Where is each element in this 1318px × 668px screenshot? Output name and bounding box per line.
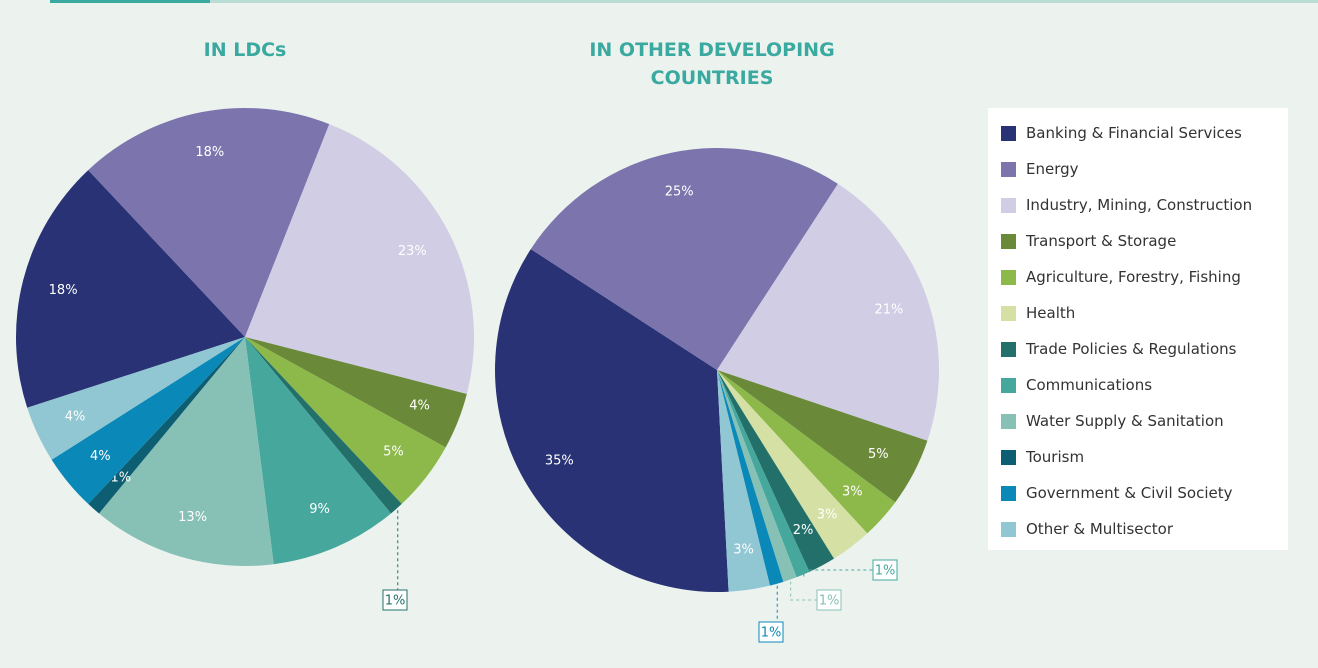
legend-label: Government & Civil Society — [1026, 484, 1233, 502]
data-label: 1% — [385, 594, 406, 609]
pie-slice — [245, 337, 391, 565]
legend-item: Transport & Storage — [1001, 232, 1176, 250]
legend-item: Health — [1001, 304, 1075, 322]
data-label: 35% — [545, 454, 574, 469]
legend-item: Other & Multisector — [1001, 520, 1173, 538]
data-label: 9% — [309, 502, 330, 517]
data-label: 5% — [383, 445, 404, 460]
legend-label: Other & Multisector — [1026, 520, 1174, 538]
data-label: 4% — [90, 449, 111, 464]
chart-title: IN LDCs — [203, 39, 287, 61]
chart-title: IN OTHER DEVELOPING COUNTRIES — [589, 39, 835, 89]
pie-slice — [88, 108, 330, 338]
data-label: 21% — [874, 303, 903, 318]
callout-line — [790, 581, 817, 601]
legend-item: Communications — [1001, 376, 1152, 394]
data-label: 1% — [875, 564, 896, 579]
legend-swatch — [1001, 485, 1016, 501]
legend-swatch — [1001, 305, 1016, 321]
legend-swatch — [1001, 341, 1016, 357]
data-label: 25% — [665, 184, 694, 199]
pie-slice — [717, 370, 770, 592]
callout-box — [872, 559, 898, 581]
pie-slice — [717, 370, 928, 503]
pie-slice — [717, 370, 896, 534]
legend-label: Communications — [1026, 376, 1153, 394]
legend: Banking & Financial Services Energy Indust… — [988, 108, 1288, 550]
data-label: 4% — [65, 409, 86, 424]
legend-label: Agriculture, Forestry, Fishing — [1026, 268, 1241, 286]
pie-slice — [245, 124, 475, 394]
legend-item: Energy — [1001, 160, 1079, 178]
pie-slice — [717, 183, 940, 441]
legend-label: Industry, Mining, Construction — [1026, 196, 1253, 214]
legend-item: Trade Policies & Regulations — [1001, 340, 1236, 358]
callout-box — [816, 589, 842, 611]
pie-slice — [717, 370, 784, 586]
legend-swatch — [1001, 125, 1016, 141]
legend-label: Health — [1026, 304, 1076, 322]
data-label: 4% — [409, 399, 430, 414]
legend-swatch — [1001, 233, 1016, 249]
legend-item: Banking & Financial Services — [1001, 124, 1242, 142]
legend-swatch — [1001, 161, 1016, 177]
top-bar-light — [210, 0, 1318, 3]
pie-slice — [717, 370, 797, 582]
legend-item: Government & Civil Society — [1001, 484, 1233, 502]
legend-swatch — [1001, 197, 1016, 213]
legend-swatch — [1001, 521, 1016, 537]
top-bar — [50, 0, 210, 3]
pie-slice — [245, 337, 446, 504]
data-label: 23% — [398, 244, 427, 259]
data-label: 5% — [868, 447, 889, 462]
pie-slice — [27, 337, 246, 460]
legend-swatch — [1001, 377, 1016, 393]
data-label: 18% — [49, 283, 78, 298]
data-label: 3% — [817, 508, 838, 523]
pie-slice — [245, 337, 467, 448]
data-label: 1% — [761, 626, 782, 641]
legend-item: Industry, Mining, Construction — [1001, 196, 1252, 214]
pie-slice — [530, 148, 838, 370]
legend-swatch — [1001, 449, 1016, 465]
data-label: 1% — [819, 594, 840, 609]
pie-slice — [245, 337, 402, 514]
legend-label: Transport & Storage — [1026, 232, 1177, 250]
legend-label: Banking & Financial Services — [1026, 124, 1242, 142]
callout-line — [803, 569, 873, 577]
legend-swatch — [1001, 269, 1016, 285]
pie-slice — [88, 337, 246, 514]
data-label: 18% — [195, 145, 224, 160]
legend-item: Water Supply & Sanitation — [1001, 412, 1224, 430]
callout-box — [382, 589, 408, 611]
legend-label: Tourism — [1026, 448, 1085, 466]
legend-swatch — [1001, 413, 1016, 429]
pie-slice — [16, 170, 246, 408]
pie-slice — [717, 370, 868, 559]
legend-label: Water Supply & Sanitation — [1026, 412, 1224, 430]
pie-slice — [99, 337, 274, 566]
legend-label: Energy — [1026, 160, 1079, 178]
legend-label: Trade Policies & Regulations — [1026, 340, 1237, 358]
legend-item: Tourism — [1001, 448, 1084, 466]
pie-slice — [495, 249, 729, 592]
data-label: 3% — [733, 543, 754, 558]
pie-slice — [717, 370, 810, 578]
callout-box — [758, 621, 784, 643]
pie-slice — [51, 337, 245, 504]
data-label: 2% — [793, 523, 814, 538]
data-label: 3% — [842, 484, 863, 499]
legend-item: Agriculture, Forestry, Fishing — [1001, 268, 1241, 286]
data-label: 13% — [178, 510, 207, 525]
pie-slice — [717, 370, 834, 572]
